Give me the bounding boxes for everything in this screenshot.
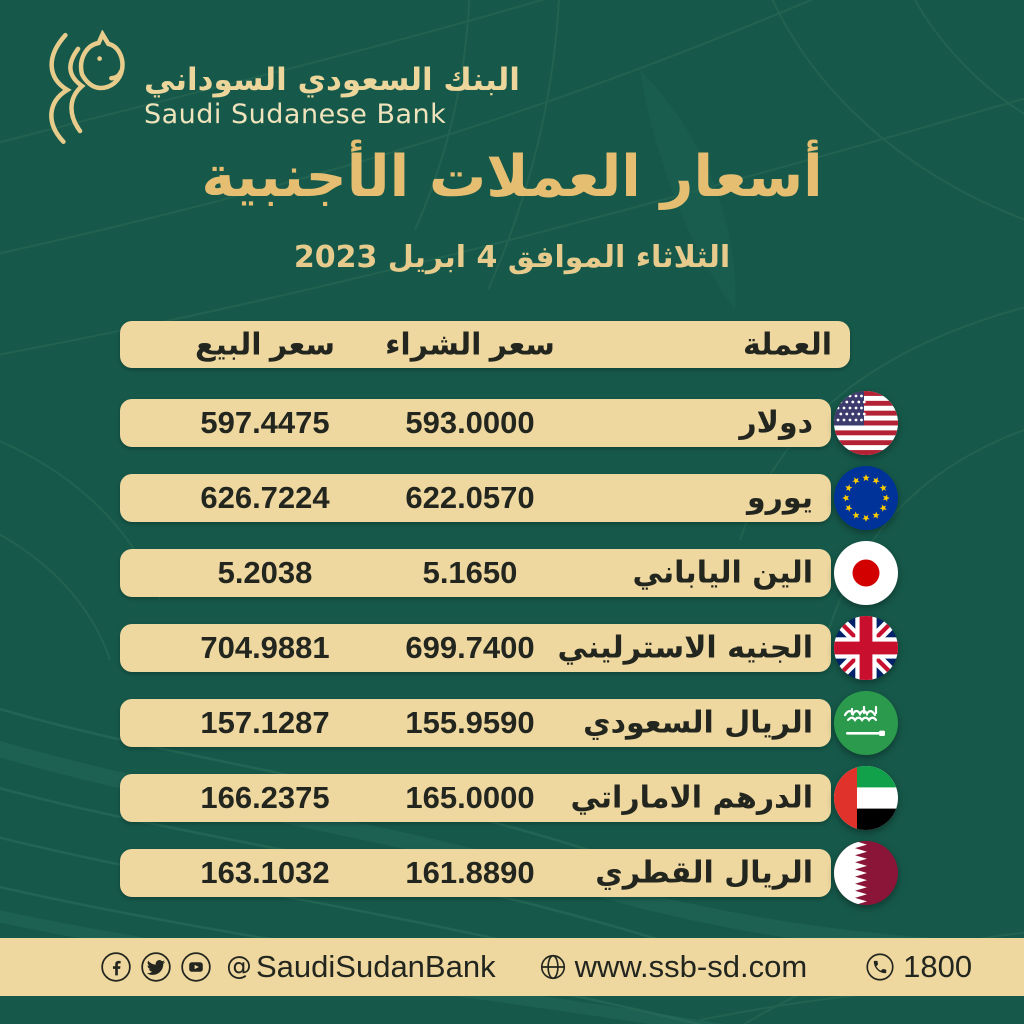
currency-name: الجنيه الاسترليني	[557, 630, 813, 666]
sell-value: 704.9881	[200, 630, 330, 665]
currency-row-bar: 5.2038 5.1650 الين الياباني	[120, 549, 831, 597]
social-handle-text: SaudiSudanBank	[256, 949, 496, 984]
phone-icon	[866, 953, 894, 981]
buy-value: 161.8890	[405, 855, 535, 890]
website-text: www.ssb-sd.com	[574, 949, 808, 984]
currency-row-bar: 597.4475 593.0000 دولار	[120, 399, 831, 447]
brand-names: البنك السعودي السوداني Saudi Sudanese Ba…	[144, 45, 520, 130]
table-header-row: سعر البيع سعر الشراء العملة	[120, 321, 850, 368]
currency-row-bar: 166.2375 165.0000 الدرهم الاماراتي	[120, 774, 831, 822]
facebook-icon	[101, 952, 131, 982]
footer-bar: @ SaudiSudanBank www.ssb-sd.com 1800	[0, 938, 1024, 996]
sell-value: 5.2038	[217, 555, 313, 590]
currency-name: الريال السعودي	[583, 705, 813, 741]
date-line: الثلاثاء الموافق 4 ابريل 2023	[293, 240, 731, 275]
phone-number: 1800	[903, 949, 973, 984]
currency-row: 166.2375 165.0000 الدرهم الاماراتي	[120, 774, 850, 822]
currency-row: 597.4475 593.0000 دولار	[120, 399, 850, 447]
bank-name-arabic: البنك السعودي السوداني	[144, 61, 520, 98]
buy-value: 165.0000	[405, 780, 535, 815]
currency-name: دولار	[739, 405, 813, 441]
buy-value: 699.7400	[405, 630, 535, 665]
rates-table: سعر البيع سعر الشراء العملة 597.4475 593…	[120, 321, 850, 897]
saudi-flag-icon	[834, 691, 898, 755]
uae-flag-icon	[834, 766, 898, 830]
social-icons	[100, 951, 212, 983]
social-handle: @ SaudiSudanBank	[222, 949, 496, 985]
currency-name: الدرهم الاماراتي	[570, 780, 813, 816]
sell-value: 157.1287	[200, 705, 330, 740]
currency-row-bar: 704.9881 699.7400 الجنيه الاسترليني	[120, 624, 831, 672]
page-title: أسعار العملات الأجنبية	[201, 144, 823, 210]
qatar-flag-icon	[834, 841, 898, 905]
website: www.ssb-sd.com	[538, 949, 808, 985]
currency-row: 704.9881 699.7400 الجنيه الاسترليني	[120, 624, 850, 672]
buy-value: 5.1650	[422, 555, 518, 590]
at-icon: @	[226, 952, 252, 982]
header-buy-price: سعر الشراء	[385, 328, 555, 361]
us-flag-icon	[834, 391, 898, 455]
sell-value: 163.1032	[200, 855, 330, 890]
currency-name: الين الياباني	[632, 555, 813, 591]
currency-row-bar: 157.1287 155.9590 الريال السعودي	[120, 699, 831, 747]
bank-name-english: Saudi Sudanese Bank	[144, 98, 447, 130]
youtube-icon	[181, 952, 211, 982]
buy-value: 155.9590	[405, 705, 535, 740]
buy-value: 622.0570	[405, 480, 535, 515]
currency-row-bar: 163.1032 161.8890 الريال القطري	[120, 849, 831, 897]
currency-name: الريال القطري	[595, 855, 813, 891]
buy-value: 593.0000	[405, 405, 535, 440]
eu-flag-icon	[834, 466, 898, 530]
sell-value: 597.4475	[200, 405, 330, 440]
uk-flag-icon	[834, 616, 898, 680]
currency-row: 163.1032 161.8890 الريال القطري	[120, 849, 850, 897]
horse-logo-icon	[49, 30, 125, 144]
sell-value: 166.2375	[200, 780, 330, 815]
rates-rows: 597.4475 593.0000 دولار 626.7224 622.057…	[120, 399, 850, 897]
brand-header: البنك السعودي السوداني Saudi Sudanese Ba…	[38, 30, 520, 144]
currency-row: 626.7224 622.0570 يورو	[120, 474, 850, 522]
japan-flag-icon	[834, 541, 898, 605]
currency-row-bar: 626.7224 622.0570 يورو	[120, 474, 831, 522]
globe-icon	[540, 954, 565, 980]
header-currency: العملة	[742, 327, 832, 362]
currency-name: يورو	[747, 480, 813, 516]
currency-row: 157.1287 155.9590 الريال السعودي	[120, 699, 850, 747]
currency-row: 5.2038 5.1650 الين الياباني	[120, 549, 850, 597]
svg-text:@: @	[226, 952, 252, 982]
twitter-icon	[141, 952, 171, 982]
phone-contact: 1800	[865, 949, 972, 985]
header-sell-price: سعر البيع	[195, 328, 335, 361]
sell-value: 626.7224	[200, 480, 330, 515]
